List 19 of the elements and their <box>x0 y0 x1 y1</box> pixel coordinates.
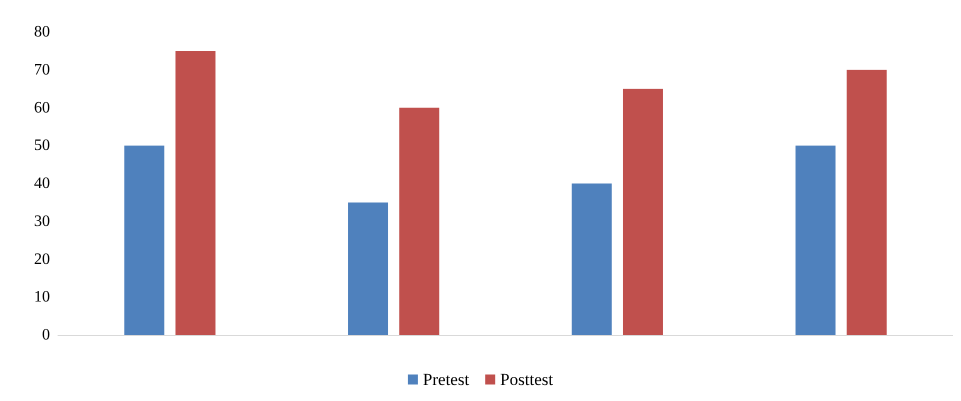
y-tick-label: 0 <box>42 326 50 344</box>
y-tick-label: 50 <box>34 137 50 154</box>
y-tick-label: 80 <box>34 24 50 40</box>
bar <box>846 70 887 335</box>
y-tick-label: 40 <box>34 175 50 192</box>
y-tick-label: 70 <box>34 61 50 78</box>
legend-label: Posttest <box>500 370 554 389</box>
bar <box>572 184 612 335</box>
bar <box>175 50 216 335</box>
y-tick-label: 30 <box>34 212 50 230</box>
legend-label: Pretest <box>422 370 470 389</box>
bar <box>348 202 388 335</box>
y-tick-label: 60 <box>34 99 50 116</box>
bar <box>622 88 663 335</box>
bar <box>399 108 440 335</box>
y-tick-label: 10 <box>34 288 50 306</box>
bar <box>796 146 836 335</box>
bar <box>124 146 164 335</box>
y-tick-label: 20 <box>34 250 50 268</box>
